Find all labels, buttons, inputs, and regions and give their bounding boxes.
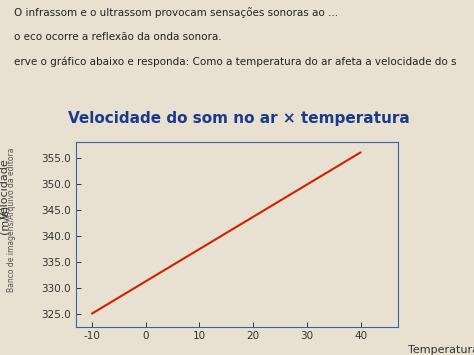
Text: Velocidade: Velocidade — [0, 158, 10, 219]
Text: (m/s): (m/s) — [0, 205, 10, 234]
Text: o eco ocorre a reflexão da onda sonora.: o eco ocorre a reflexão da onda sonora. — [14, 32, 222, 42]
Text: erve o gráfico abaixo e responda: Como a temperatura do ar afeta a velocidade do: erve o gráfico abaixo e responda: Como a… — [14, 57, 457, 67]
Text: Banco de imagens/Arquivo da editora: Banco de imagens/Arquivo da editora — [8, 148, 16, 293]
Text: Temperatura: Temperatura — [408, 345, 474, 355]
Text: Velocidade do som no ar × temperatura: Velocidade do som no ar × temperatura — [68, 111, 410, 126]
Text: O infrassom e o ultrassom provocam sensações sonoras ao ...: O infrassom e o ultrassom provocam sensa… — [14, 7, 338, 18]
